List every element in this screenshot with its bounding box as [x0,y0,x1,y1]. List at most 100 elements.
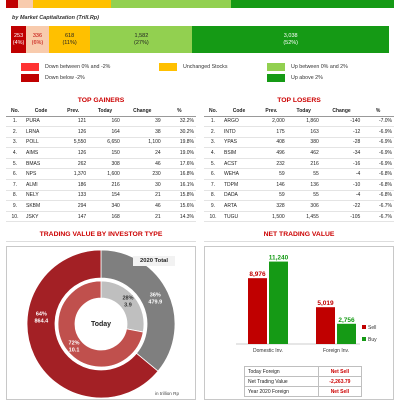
table-row: Year 2020 Foreign Net Sell [244,386,363,397]
legend-swatch [21,74,39,82]
bar-buy-1 [337,323,356,344]
stock-code: WEHA [222,168,256,181]
today-price: 163 [286,126,321,138]
outer-foreign-value: 479.9 [148,299,162,305]
legend-swatch [21,63,39,71]
row-no: 1. [204,116,222,128]
outer-domestic-pct: 64% [36,311,47,317]
table-row: Net Trading Value -2,263.79 [244,376,363,387]
inner-foreign-pct: 28% [122,296,133,302]
row-no: 3. [6,137,24,149]
stock-code: BSIM [222,147,256,159]
row-no: 2. [204,126,222,138]
price-change: -4 [320,168,363,181]
legend-label-buy: Buy [368,337,377,343]
table-row: 5. BMAS 262 308 46 17.6% [6,158,196,170]
table-row: 4. AIMS 126 150 24 19.0% [6,147,196,159]
cap-value: 336 [32,32,43,39]
top-losers-table: No. Code Prev. Today Change % 1. ARGO 2,00… [204,107,394,223]
bar-buy-0 [269,261,288,344]
legend-swatch [267,63,285,71]
today-price: 154 [88,190,122,202]
table-row: 6. NPS 1,370 1,600 230 16.8% [6,168,196,181]
legend-item-up-0-2: Up between 0% and 2% [267,63,348,71]
cap-value: 253 [13,32,24,39]
row-no: 3. [204,137,222,149]
prev-price: 1,500 [256,211,287,223]
col-header-prev: Prev. [58,107,89,117]
bar-data-label: 11,240 [269,255,289,262]
col-header-today: Today [286,107,321,117]
today-price: 164 [88,126,122,138]
cap-pct: (11%) [62,39,77,46]
row-no: 7. [204,179,222,191]
col-header-no: No. [6,107,24,117]
stock-code: ALMI [24,179,58,191]
cap-pct: (27%) [134,39,149,46]
table-row: 2. LRNA 126 164 38 30.2% [6,126,196,138]
table-row: 1. PURA 121 160 39 32.2% [6,116,196,128]
summary-value: -2,263.79 [317,376,363,387]
row-no: 5. [204,158,222,170]
pct-change: 32.2% [162,116,196,128]
prev-price: 1,370 [58,168,89,181]
prev-price: 232 [256,158,287,170]
pct-change: 17.6% [162,158,196,170]
table-row: 3. YPAS 408 380 -28 -6.9% [204,137,394,149]
pct-change: 16.1% [162,179,196,191]
price-change: 30 [121,179,163,191]
today-price: 150 [88,147,122,159]
table-row: 2. INTD 175 163 -12 -6.9% [204,126,394,138]
col-header-code: Code [24,107,58,117]
market-cap-legend: Down between 0% and -2% Down below -2% U… [11,61,389,87]
pct-change: -6.9% [362,126,394,138]
cap-value: 1,582 [134,32,149,39]
price-change: 21 [121,190,163,202]
table-row: Today Foreign Net Sell [244,366,363,377]
legend-item-down-below-2: Down below -2% [21,74,85,82]
strip-green [231,0,394,8]
legend-label: Up above 2% [291,75,323,81]
pct-change: -6.8% [362,168,394,181]
table-row: 6. WEHA 59 55 -4 -6.8% [204,168,394,181]
pct-change: -6.9% [362,158,394,170]
outer-slice-foreign [100,249,176,372]
strip-light-red [17,0,34,8]
row-no: 8. [204,190,222,202]
total-2020-badge: 2020 Total [133,256,175,266]
price-change: 1,100 [121,137,163,149]
row-no: 4. [204,147,222,159]
pct-change: 16.8% [162,168,196,181]
pct-change: -6.8% [362,190,394,202]
prev-price: 262 [58,158,89,170]
legend-label: Down below -2% [45,75,85,81]
legend-item-unchanged: Unchanged Stocks [159,63,227,71]
table-header-row: No. Code Prev. Today Change % [6,107,196,117]
row-no: 6. [204,168,222,181]
row-no: 9. [6,200,24,212]
table-row: 7. TDPM 146 136 -10 -6.8% [204,179,394,191]
prev-price: 408 [256,137,287,149]
cap-seg-up-above-2: 3,038 (52%) [192,26,389,53]
cap-seg-unchanged: 618 (11%) [48,26,91,53]
summary-label: Net Trading Value [244,376,319,387]
stock-code: ARGO [222,116,256,128]
top-gainers-title: TOP GAINERS [77,97,125,104]
outer-foreign-pct: 36% [150,292,161,298]
strip-dark-red [6,0,18,8]
pct-change: 15.6% [162,200,196,212]
market-cap-bar: 253 (4%) 336 (6%) 618 (11%) 1,582 (27%) … [11,26,389,53]
donut-hole [76,299,126,349]
table-row: 5. ACST 232 216 -16 -6.9% [204,158,394,170]
market-cap-label: by Market Capitalization (Trill.Rp) [12,15,99,21]
bar-data-label: 5,019 [317,300,334,307]
outer-slice-domestic [26,249,159,399]
bar-sell-0 [248,278,267,344]
price-change: 39 [121,116,163,128]
stock-code: INTD [222,126,256,138]
prev-price: 146 [256,179,287,191]
price-change: -34 [320,147,363,159]
table-row: 1. ARGO 2,000 1,860 -140 -7.0% [204,116,394,128]
